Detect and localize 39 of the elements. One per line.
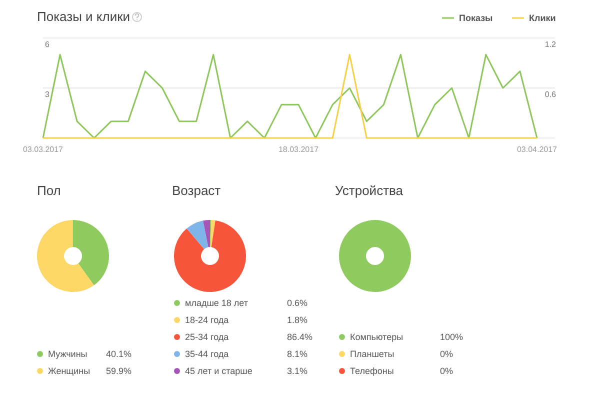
donut-slice — [186, 220, 208, 250]
donut-slice — [73, 220, 109, 286]
legend-label: 25-34 года — [185, 332, 229, 342]
chart-title: Пол — [37, 183, 61, 198]
data-label: 40.1% — [106, 349, 132, 359]
legend-label: Женщины — [48, 366, 90, 376]
donut-slice — [37, 220, 94, 292]
legend-label: 35-44 года — [185, 349, 229, 359]
chart-title: Устройства — [335, 183, 404, 198]
legend-label: 18-24 года — [185, 315, 229, 325]
data-label: 86.4% — [287, 332, 313, 342]
y-tick-label: 6 — [45, 40, 50, 49]
x-tick-label: 18.03.2017 — [278, 145, 320, 154]
chart-title: Возраст — [172, 183, 221, 198]
y2-tick-label: 1.2 — [544, 40, 557, 49]
legend-label: Мужчины — [48, 349, 88, 359]
y-tick-label: 3 — [45, 90, 50, 99]
legend-label: Телефоны — [350, 366, 394, 376]
chart-title: Показы и клики — [37, 9, 130, 24]
legend-label: Показы — [459, 13, 494, 23]
x-tick-label: 03.04.2017 — [516, 145, 558, 154]
data-label: 59.9% — [106, 366, 132, 376]
donut-slice — [174, 220, 246, 292]
y2-tick-label: 0.6 — [544, 90, 557, 99]
text: 0% — [440, 349, 454, 359]
data-label: 0.6% — [287, 298, 308, 308]
donut-slice — [203, 220, 210, 248]
donut-slice — [210, 220, 216, 248]
data-label: 1.8% — [287, 315, 308, 325]
legend-label: младше 18 лет — [185, 298, 248, 308]
text: 0% — [440, 366, 454, 376]
data-label: 100% — [440, 332, 464, 342]
legend-label: Планшеты — [350, 349, 394, 359]
legend-label: 45 лет и старше — [185, 366, 252, 376]
x-tick-label: 03.03.2017 — [22, 145, 64, 154]
legend-label: Клики — [529, 13, 556, 23]
legend-label: Компьютеры — [350, 332, 404, 342]
data-label: 3.1% — [287, 366, 308, 376]
data-label: 8.1% — [287, 349, 308, 359]
